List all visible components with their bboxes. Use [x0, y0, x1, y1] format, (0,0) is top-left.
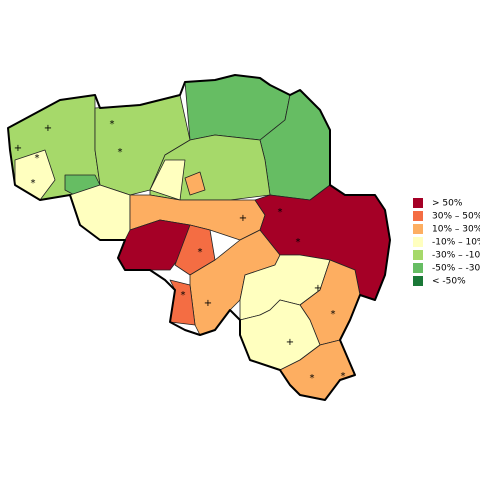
region-marker: *: [110, 119, 115, 130]
region-marker: *: [341, 371, 346, 382]
legend-label: > 50%: [432, 199, 463, 209]
region-marker: *: [331, 309, 336, 320]
legend-swatch: [413, 211, 423, 221]
legend-swatch: [413, 237, 423, 247]
region: [184, 171, 206, 196]
legend-swatch: [413, 198, 423, 208]
legend-label: 30% – 50%: [432, 212, 480, 222]
legend-label: -10% – 10%: [432, 238, 480, 248]
region-marker: *: [310, 373, 315, 384]
region-marker: *: [118, 147, 123, 158]
legend: > 50% 30% – 50% 10% – 30% -10% – 10% -30% – …: [413, 198, 480, 287]
region-marker: *: [181, 290, 186, 301]
legend-swatch: [413, 224, 423, 234]
region-marker: *: [35, 153, 40, 164]
region-marker: +: [314, 283, 322, 294]
legend-label: < -50%: [432, 277, 466, 287]
region-marker: *: [198, 247, 203, 258]
legend-label: -50% – -30%: [432, 264, 480, 274]
region-marker: *: [296, 237, 301, 248]
legend-label: -30% – -10%: [432, 251, 480, 261]
region-marker: +: [204, 298, 212, 309]
markers: + + * * * * * + + * * * + * + * *: [14, 119, 346, 384]
legend-swatch: [413, 263, 423, 273]
region-marker: +: [14, 143, 22, 154]
region: [69, 184, 131, 241]
region-marker: *: [278, 207, 283, 218]
country-outline: [7, 74, 391, 401]
region-marker: +: [44, 123, 52, 134]
legend-swatch: [413, 250, 423, 260]
region-marker: +: [286, 337, 294, 348]
region: [149, 159, 186, 201]
legend-swatch: [413, 276, 423, 286]
region-marker: +: [239, 213, 247, 224]
regions: [7, 74, 391, 401]
legend-label: 10% – 30%: [432, 225, 480, 235]
region-marker: *: [31, 178, 36, 189]
